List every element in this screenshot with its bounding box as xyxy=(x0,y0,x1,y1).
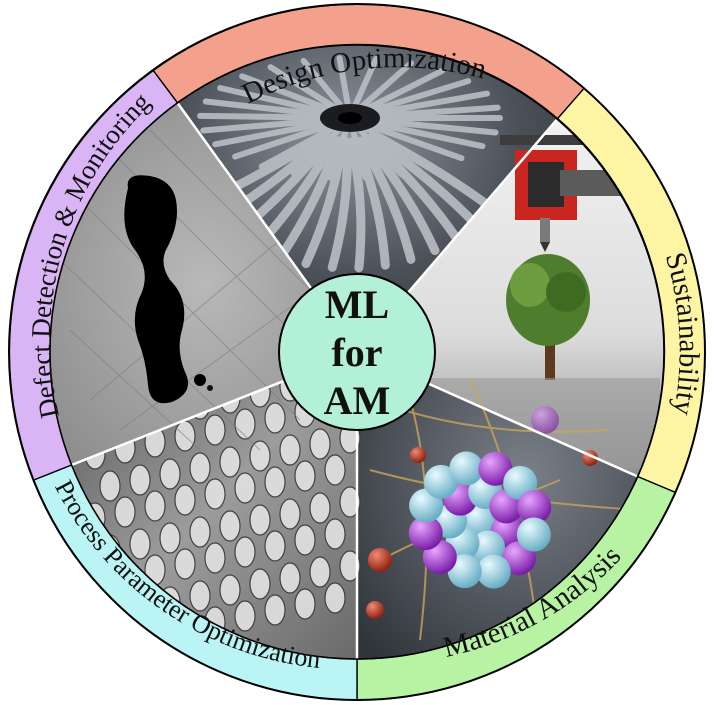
pore-micrograph-icon xyxy=(50,102,358,465)
image-wedges xyxy=(50,45,664,659)
center-hub: ML for AM xyxy=(278,273,436,431)
center-line-3: AM xyxy=(324,378,391,423)
center-line-2: for xyxy=(331,330,382,375)
center-line-1: ML xyxy=(325,282,389,327)
